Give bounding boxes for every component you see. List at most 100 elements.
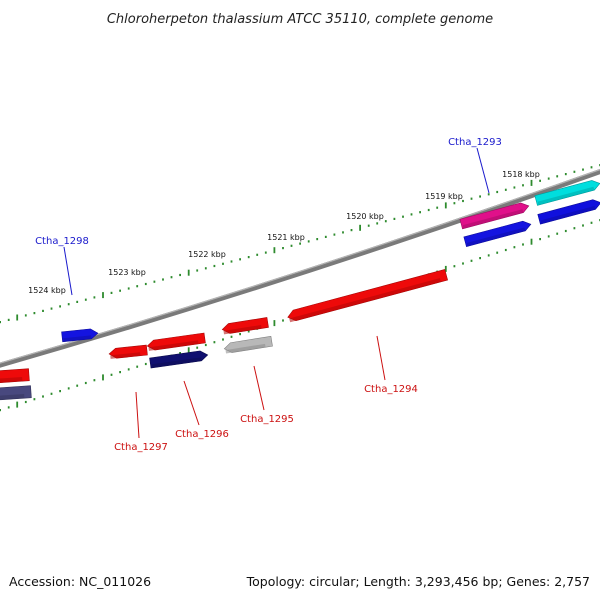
reverse-gene-cds-1294-shade [289, 278, 441, 323]
major-tick [187, 269, 190, 276]
minor-tick [76, 384, 79, 387]
forward-gene-blue[interactable] [463, 219, 532, 247]
major-tick [102, 374, 104, 381]
minor-tick [547, 177, 550, 180]
minor-tick [42, 395, 44, 398]
minor-tick [384, 220, 387, 223]
minor-tick [522, 243, 524, 246]
minor-tick [76, 300, 79, 303]
minor-tick [213, 264, 216, 268]
major-tick [273, 247, 276, 254]
topology-summary: Topology: circular; Length: 3,293,456 bp… [246, 574, 590, 589]
minor-tick [136, 365, 139, 368]
major-tick [444, 202, 447, 209]
minor-tick [487, 254, 490, 257]
forward-gene-cds-1298[interactable] [61, 328, 99, 343]
minor-tick [282, 247, 284, 250]
scale-label-1520: 1520 kbp [346, 212, 384, 221]
minor-tick [24, 314, 27, 317]
minor-tick [564, 229, 567, 233]
major-tick [530, 179, 533, 186]
minor-tick [410, 213, 413, 216]
map-layer: 1518 kbp 1519 kbp 1520 kbp 1521 kbp 1522 kbp… [0, 137, 600, 453]
minor-tick [342, 231, 344, 234]
minor-tick [590, 166, 593, 169]
scale-label-1523: 1523 kbp [108, 268, 146, 277]
forward-gene-cyan[interactable] [534, 179, 600, 206]
minor-tick [590, 221, 593, 224]
reverse-gene-cds-1295[interactable] [221, 317, 269, 335]
gene-label-ctha-1294[interactable]: Ctha_1294 [364, 384, 418, 395]
minor-tick [222, 262, 224, 265]
reverse-gene-cds-1296[interactable] [146, 332, 206, 351]
minor-tick [230, 335, 233, 338]
minor-tick [307, 240, 310, 243]
minor-tick [230, 260, 233, 263]
gene-label-ctha-1296[interactable]: Ctha_1296 [175, 429, 229, 440]
leader-line-ctha-1295 [253, 365, 265, 411]
minor-tick [239, 258, 241, 261]
major-tick [102, 292, 104, 299]
minor-tick [119, 289, 121, 292]
minor-tick [50, 307, 53, 310]
scale-label-1522: 1522 kbp [188, 250, 226, 259]
minor-tick [247, 330, 250, 333]
minor-tick [127, 368, 130, 371]
forward-gene-blue-far-right[interactable] [537, 198, 600, 225]
minor-tick [239, 333, 241, 336]
minor-tick [316, 238, 319, 241]
reverse-gene-cds-1297[interactable] [108, 344, 148, 359]
reverse-gene-grey[interactable] [223, 335, 273, 354]
leader-line-ctha-1293 [476, 147, 490, 194]
minor-tick [7, 318, 10, 321]
gene-label-ctha-1298[interactable]: Ctha_1298 [35, 236, 89, 247]
minor-tick [522, 184, 524, 187]
genome-backbone [0, 168, 600, 368]
reverse-gene-cds-1297-shade [110, 352, 141, 359]
minor-tick [539, 179, 541, 182]
gene-label-ctha-1293[interactable]: Ctha_1293 [448, 137, 502, 148]
gene-label-ctha-1295[interactable]: Ctha_1295 [240, 414, 294, 425]
minor-tick [333, 233, 336, 236]
minor-tick [350, 229, 353, 232]
minor-tick [213, 341, 216, 344]
minor-tick [110, 373, 113, 376]
gene-label-ctha-1297[interactable]: Ctha_1297 [114, 442, 168, 453]
minor-tick [264, 251, 267, 254]
minor-tick [153, 280, 156, 283]
minor-tick [462, 262, 464, 265]
minor-tick [84, 381, 87, 385]
minor-tick [367, 224, 370, 227]
minor-tick [119, 371, 121, 374]
reverse-gene-red-left[interactable] [0, 368, 30, 384]
major-tick [16, 401, 19, 408]
minor-tick [179, 273, 181, 277]
forward-gene-magenta[interactable] [459, 201, 530, 230]
minor-tick [204, 267, 207, 270]
minor-tick [50, 392, 53, 395]
reverse-gene-red-left-shade [0, 376, 23, 384]
forward-gene-blue-shade [466, 227, 526, 247]
reverse-gene-slate-left-shade [0, 393, 25, 401]
minor-tick [136, 285, 139, 288]
forward-gene-cds-1298-shade [63, 335, 92, 342]
minor-tick [144, 282, 147, 286]
minor-tick [564, 173, 567, 176]
minor-tick [247, 256, 250, 259]
minor-tick [59, 390, 61, 393]
scale-label-1524: 1524 kbp [28, 286, 66, 295]
minor-tick [513, 246, 516, 249]
minor-tick [222, 338, 224, 341]
leader-line-ctha-1298 [63, 246, 73, 296]
leader-line-ctha-1297 [135, 391, 140, 439]
minor-tick [33, 312, 36, 315]
reverse-gene-cds-1295-shade [223, 324, 262, 335]
minor-tick [179, 352, 181, 355]
minor-tick [170, 276, 173, 279]
reverse-gene-navy[interactable] [149, 350, 209, 369]
minor-tick [144, 362, 147, 366]
reverse-gene-cds-1294[interactable] [286, 269, 448, 323]
reverse-gene-slate-left[interactable] [0, 385, 32, 401]
minor-tick [0, 321, 1, 324]
minor-tick [479, 257, 481, 260]
